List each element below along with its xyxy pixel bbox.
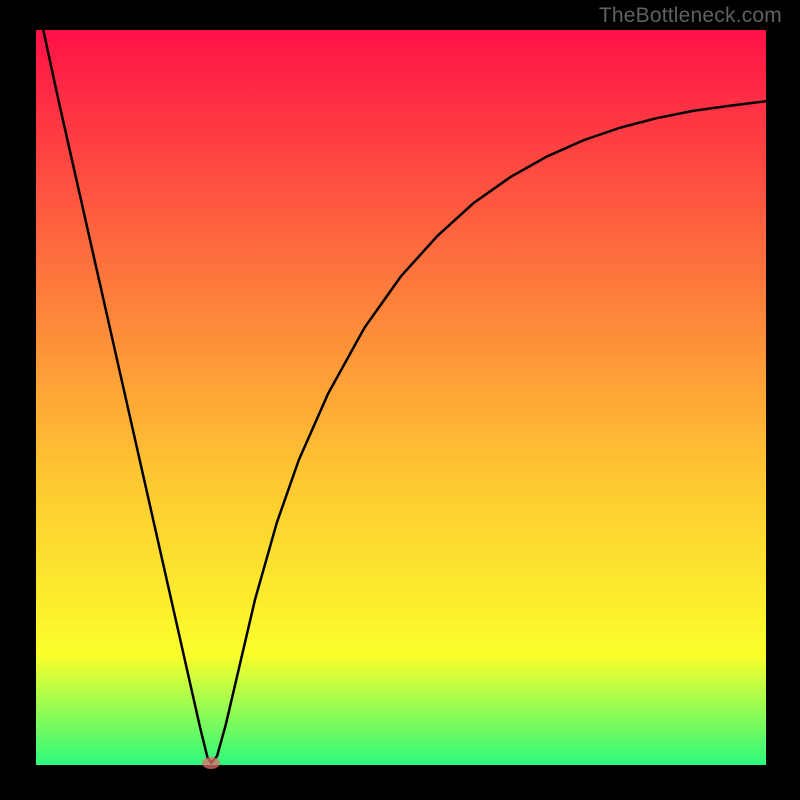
watermark-text: TheBottleneck.com xyxy=(599,4,782,28)
chart-plot-area xyxy=(36,30,766,765)
bottleneck-curve xyxy=(36,30,766,765)
curve-path xyxy=(43,30,766,763)
optimum-marker xyxy=(202,757,220,769)
